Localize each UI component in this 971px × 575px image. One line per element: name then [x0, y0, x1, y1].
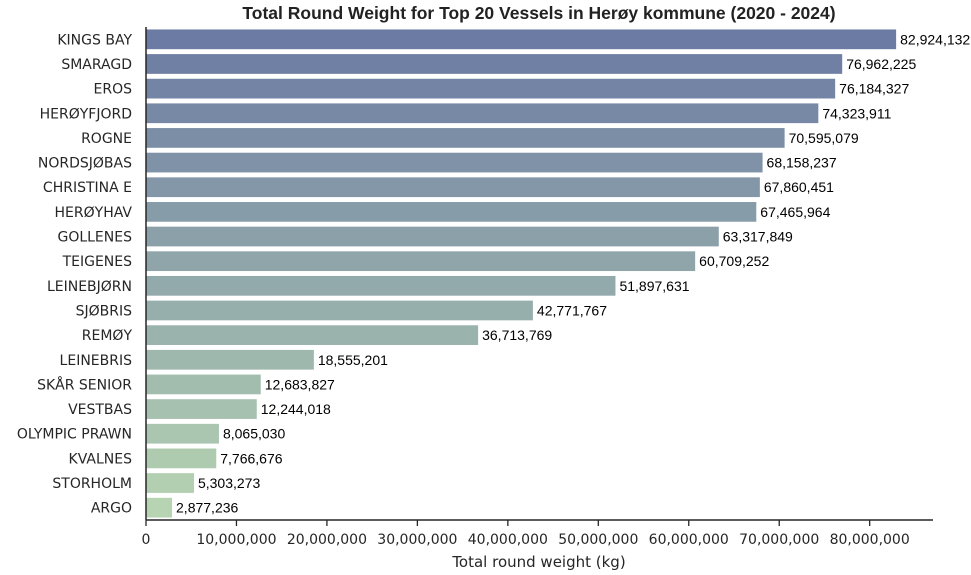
data-label: 42,771,767: [537, 302, 607, 318]
bar: [146, 103, 819, 124]
category-label: LEINEBRIS: [60, 353, 133, 369]
category-label: OLYMPIC PRAWN: [17, 427, 132, 443]
data-label: 68,158,237: [767, 155, 837, 171]
category-label: HERØYHAV: [55, 205, 133, 221]
bar: [146, 177, 760, 198]
data-label: 74,323,911: [822, 105, 891, 121]
x-tick-label: 10,000,000: [196, 532, 276, 548]
bar: [146, 54, 843, 74]
bar: [146, 78, 836, 99]
data-label: 51,897,631: [619, 278, 689, 294]
data-label: 36,713,769: [482, 327, 552, 343]
bar: [146, 423, 219, 444]
data-label: 67,465,964: [760, 204, 830, 220]
data-label: 5,303,273: [198, 475, 260, 491]
category-label: REMØY: [82, 328, 133, 344]
chart-title: Total Round Weight for Top 20 Vessels in…: [242, 3, 835, 23]
data-label: 8,065,030: [223, 426, 285, 442]
category-label: EROS: [94, 82, 133, 98]
category-label: STORHOLM: [52, 476, 132, 492]
x-tick-label: 0: [142, 532, 151, 548]
category-label: ARGO: [91, 501, 132, 517]
data-label: 63,317,849: [723, 229, 793, 245]
category-label: LEINEBJØRN: [47, 279, 132, 295]
data-label: 60,709,252: [699, 253, 769, 269]
x-tick-label: 20,000,000: [287, 532, 367, 548]
category-label: TEIGENES: [62, 254, 133, 270]
category-labels-group: KINGS BAY SMARAGD EROS HERØYFJORD ROGNE NORDS…: [17, 32, 133, 516]
bar: [146, 473, 194, 493]
bar: [146, 275, 616, 296]
data-label: 2,877,236: [176, 500, 238, 516]
bar: [146, 497, 173, 518]
category-label: KINGS BAY: [57, 32, 132, 48]
data-label: 70,595,079: [789, 130, 859, 146]
bars-group: [146, 29, 897, 518]
bar: [146, 226, 719, 247]
category-label: SMARAGD: [61, 57, 132, 73]
data-label: 12,683,827: [265, 376, 335, 392]
category-label: CHRISTINA E: [43, 180, 132, 196]
category-label: KVALNES: [69, 451, 133, 467]
bar: [146, 152, 763, 173]
data-label: 67,860,451: [764, 179, 834, 195]
bar: [146, 325, 479, 345]
data-label: 76,184,327: [839, 81, 909, 97]
data-label: 7,766,676: [220, 450, 282, 466]
bar: [146, 399, 257, 419]
category-label: GOLLENES: [57, 230, 132, 246]
category-label: SJØBRIS: [76, 303, 132, 319]
bar: [146, 374, 261, 395]
data-label: 82,924,132: [900, 31, 970, 47]
bar: [146, 300, 533, 321]
bar: [146, 251, 696, 272]
bar: [146, 448, 217, 469]
category-label: SKÅR SENIOR: [37, 376, 132, 393]
bar: [146, 128, 785, 148]
x-tick-label: 40,000,000: [468, 532, 548, 548]
x-axis-label: Total round weight (kg): [451, 553, 625, 571]
x-tick-label: 50,000,000: [558, 532, 638, 548]
x-tick-label: 60,000,000: [649, 532, 729, 548]
category-label: ROGNE: [81, 131, 132, 147]
category-label: HERØYFJORD: [40, 106, 132, 122]
x-tick-label: 30,000,000: [377, 532, 457, 548]
bar: [146, 29, 897, 50]
category-label: NORDSJØBAS: [38, 156, 132, 172]
x-tick-label: 80,000,000: [830, 532, 910, 548]
category-label: VESTBAS: [68, 402, 132, 418]
data-label: 18,555,201: [318, 352, 388, 368]
data-labels-group: 82,924,132 76,962,225 76,184,327 74,323,911…: [176, 31, 970, 515]
bar: [146, 202, 757, 222]
x-tick-label: 70,000,000: [739, 532, 819, 548]
data-label: 12,244,018: [261, 401, 331, 417]
data-label: 76,962,225: [846, 56, 916, 72]
bar: [146, 349, 314, 370]
x-ticks-group: 0 10,000,000 20,000,000 30,000,000 40,000,00…: [142, 520, 910, 548]
